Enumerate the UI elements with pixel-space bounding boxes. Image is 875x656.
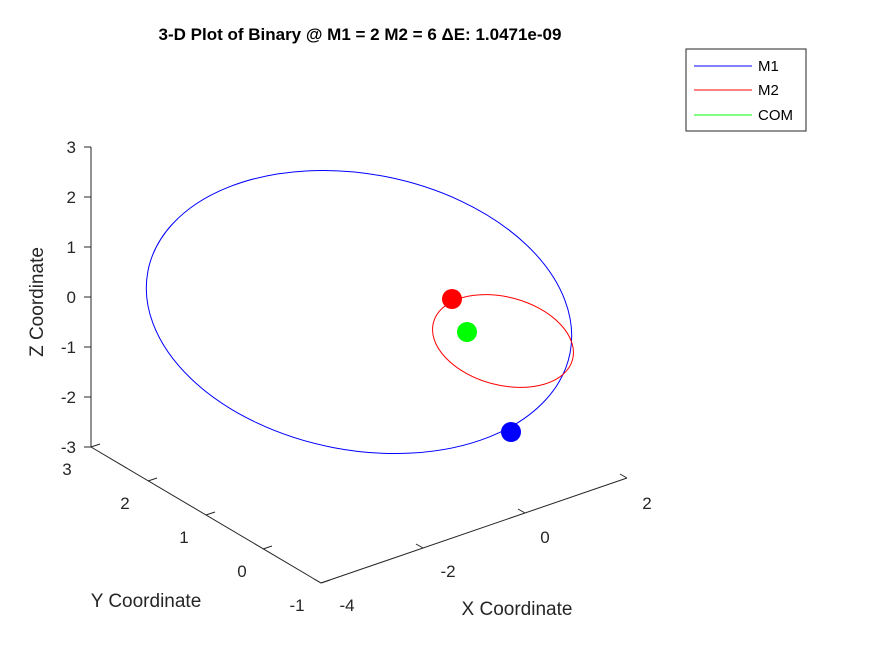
x-tick-mark [415, 543, 424, 549]
x-tick-mark [517, 508, 526, 514]
z-tick-label: 0 [67, 288, 76, 307]
z-tick-label: 3 [67, 138, 76, 157]
plot-area [145, 169, 574, 455]
y-tick-label: 3 [62, 460, 71, 479]
y-tick-label: 2 [120, 494, 129, 513]
x-axis-line [320, 477, 628, 584]
x-axis-label: X Coordinate [462, 599, 573, 620]
y-tick-mark [90, 443, 101, 448]
z-tick-label: 1 [67, 238, 76, 257]
chart-title: 3-D Plot of Binary @ M1 = 2 M2 = 6 ΔE: 1… [159, 25, 562, 44]
y-tick-mark [262, 545, 273, 550]
legend-label-m1: M1 [758, 58, 779, 75]
legend-label-com: COM [758, 107, 793, 124]
y-tick-mark [320, 579, 331, 584]
x-tick-mark [313, 578, 322, 584]
y-axis-label: Y Coordinate [91, 591, 202, 612]
x-ticks: -4 -2 0 2 [313, 473, 652, 615]
m2-marker [442, 289, 462, 309]
x-tick-mark [619, 473, 628, 479]
z-ticks: 3 2 1 0 -1 -2 -3 [61, 138, 91, 457]
z-tick-label: -3 [61, 438, 76, 457]
x-tick-label: -4 [339, 596, 354, 615]
y-tick-mark [147, 477, 158, 482]
y-ticks: 3 2 1 0 -1 [62, 443, 331, 615]
axes-frame [90, 147, 628, 584]
y-tick-label: -1 [289, 596, 304, 615]
z-tick-label: 2 [67, 188, 76, 207]
y-tick-label: 0 [237, 562, 246, 581]
series-line-m1 [145, 169, 573, 455]
x-tick-label: 2 [642, 494, 651, 513]
z-axis-label: Z Coordinate [27, 247, 48, 357]
m1-marker [501, 422, 521, 442]
x-tick-label: 0 [540, 528, 549, 547]
com-marker [457, 322, 477, 342]
series-line-m2 [432, 294, 574, 388]
z-tick-label: -1 [61, 338, 76, 357]
x-tick-label: -2 [440, 562, 455, 581]
legend: M1 M2 COM [685, 48, 807, 132]
legend-label-m2: M2 [758, 82, 779, 99]
y-tick-label: 1 [179, 528, 188, 547]
z-tick-label: -2 [61, 388, 76, 407]
y-tick-mark [205, 511, 216, 516]
